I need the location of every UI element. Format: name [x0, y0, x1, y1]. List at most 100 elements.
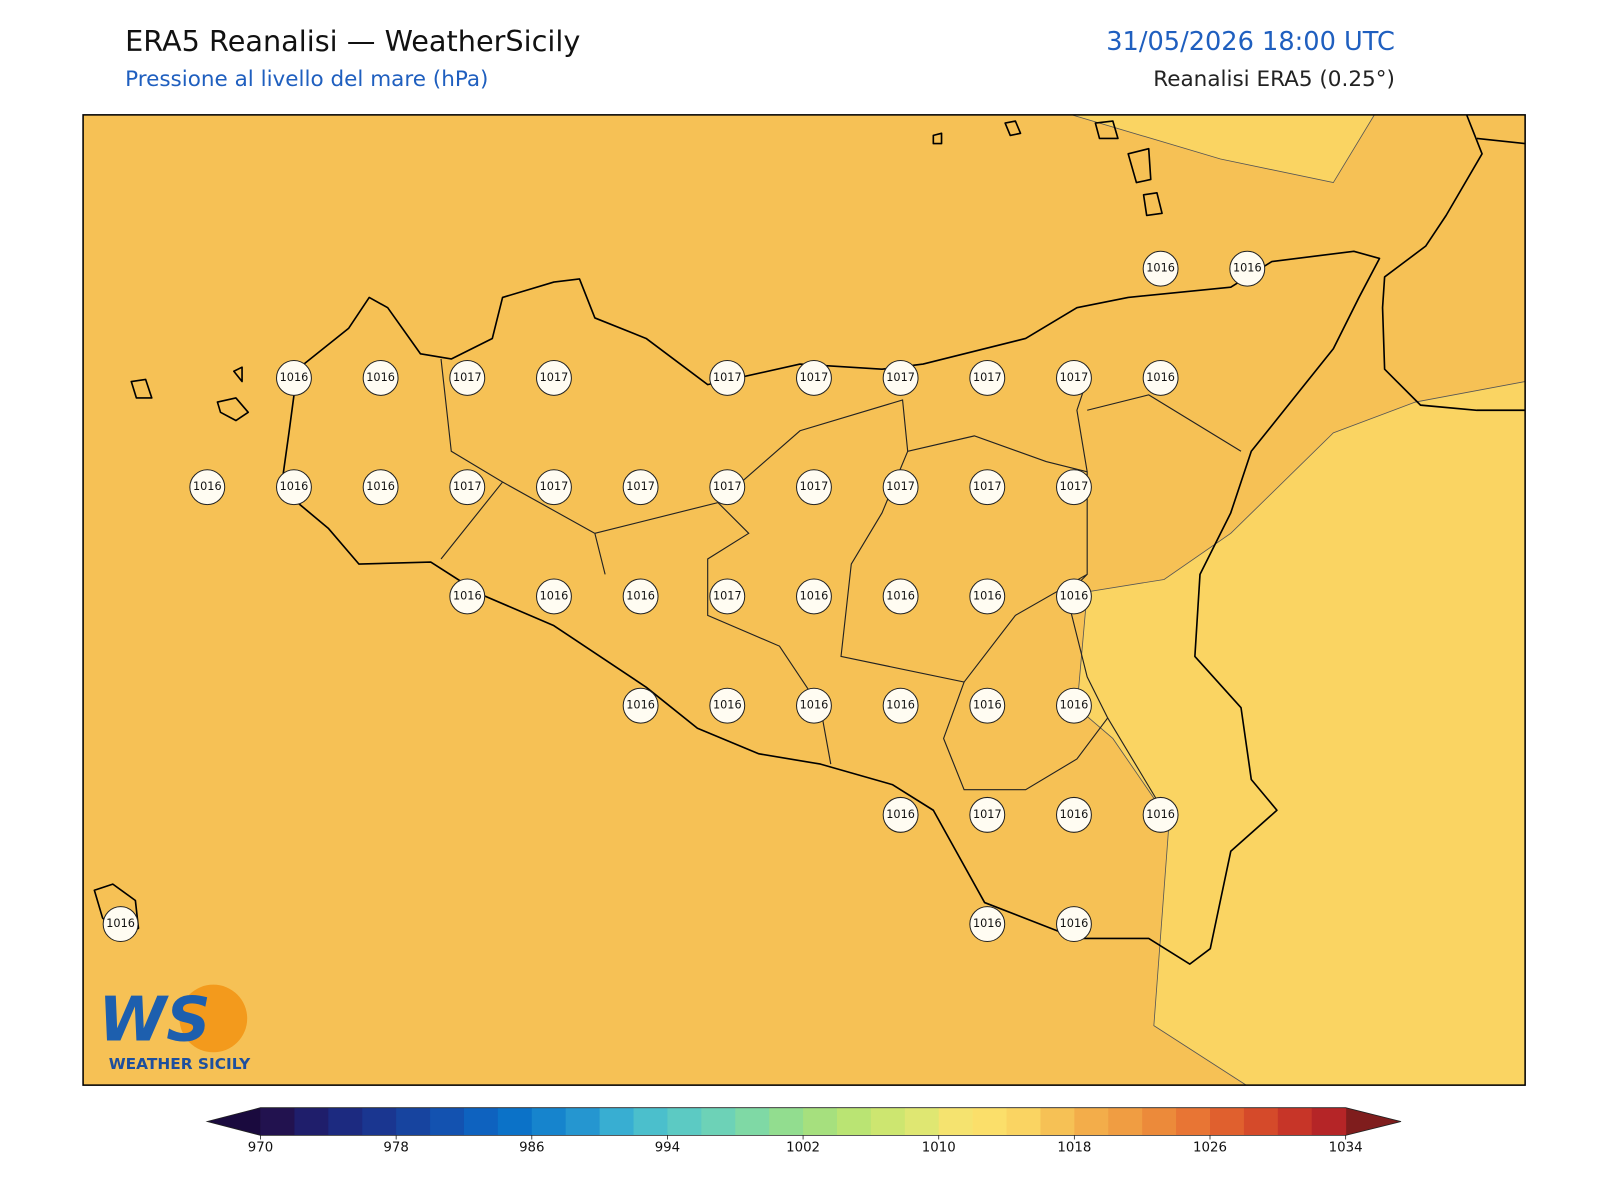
station: 1016 [276, 359, 312, 396]
colorbar-tick-label: 994 [655, 1141, 680, 1156]
colorbar-tick-label: 970 [248, 1141, 273, 1156]
colorbar-swatch [1277, 1107, 1313, 1136]
station: 1017 [882, 469, 919, 506]
station-marker [969, 359, 1006, 396]
colorbar-swatch [1210, 1107, 1245, 1136]
colorbar-swatch [1040, 1107, 1075, 1136]
station: 1016 [362, 469, 399, 506]
colorbar-swatch [294, 1107, 329, 1136]
colorbar-swatch [938, 1107, 974, 1136]
station: 1017 [1055, 469, 1092, 506]
station-marker [362, 469, 399, 506]
station: 1017 [709, 359, 746, 396]
station-marker [882, 578, 919, 615]
station-value: 1016 [366, 480, 395, 493]
colorbar-swatch [803, 1107, 838, 1136]
colorbar-tick-label: 1002 [786, 1141, 820, 1156]
station-marker [969, 906, 1006, 943]
station-value: 1016 [713, 699, 742, 712]
station-marker [362, 359, 399, 396]
station-marker [1055, 578, 1092, 615]
station-marker [622, 687, 659, 724]
station: 1016 [1142, 250, 1179, 287]
station: 1016 [622, 687, 659, 724]
colorbar-swatch [362, 1107, 397, 1136]
station-marker [535, 469, 572, 506]
station-value: 1017 [973, 371, 1002, 384]
station: 1017 [449, 469, 486, 506]
station-marker [709, 469, 746, 506]
station: 1017 [709, 578, 746, 615]
station: 1016 [449, 578, 486, 615]
station-marker [449, 578, 486, 615]
station-value: 1016 [540, 589, 569, 602]
colorbar-swatch [769, 1107, 804, 1136]
station-value: 1017 [1060, 480, 1089, 493]
station-marker [535, 578, 572, 615]
station-value: 1016 [1060, 808, 1089, 821]
map: 1016 1016 1016 1016 1017 1017 1017 1017 1017 1017… [82, 114, 1526, 1086]
colorbar-swatch [1006, 1107, 1041, 1136]
station-value: 1017 [973, 808, 1002, 821]
station: 1016 [969, 906, 1006, 943]
station-marker [969, 469, 1006, 506]
colorbar-swatch [836, 1107, 872, 1136]
station-value: 1017 [886, 480, 915, 493]
map-frame [82, 114, 1526, 1086]
source: Reanalisi ERA5 (0.25°) [1153, 67, 1395, 92]
station-value: 1016 [280, 480, 309, 493]
station-marker [709, 359, 746, 396]
station: 1016 [709, 687, 746, 724]
datetime: 31/05/2026 18:00 UTC [1106, 27, 1395, 57]
station-value: 1016 [886, 589, 915, 602]
coastline-sicily [281, 250, 1381, 965]
colorbar-swatch [531, 1107, 567, 1136]
station-marker [1055, 469, 1092, 506]
station: 1016 [276, 469, 312, 506]
colorbar-swatch [870, 1107, 906, 1136]
station-marker [1055, 906, 1092, 943]
station-value: 1017 [800, 371, 829, 384]
colorbar: 970 978 986 994 1002 1010 1018 1026 1034 [205, 1107, 1402, 1156]
station-marker [882, 359, 919, 396]
logo-caption: WEATHER SICILY [109, 1055, 251, 1073]
station-value: 1017 [453, 371, 482, 384]
station: 1016 [882, 687, 919, 724]
station-value: 1017 [626, 480, 655, 493]
pressure-zone [1071, 114, 1375, 183]
station: 1016 [102, 906, 139, 943]
station: 1016 [882, 578, 919, 615]
station-value: 1016 [973, 699, 1002, 712]
station: 1016 [969, 578, 1006, 615]
station-value: 1016 [1060, 589, 1089, 602]
station: 1017 [1055, 359, 1092, 396]
colorbar-swatch [463, 1107, 499, 1136]
station-marker [882, 687, 919, 724]
station-value: 1017 [713, 589, 742, 602]
station-value: 1016 [800, 589, 829, 602]
station-marker [795, 469, 832, 506]
station: 1016 [1142, 796, 1179, 833]
colorbar-swatch [1176, 1107, 1211, 1136]
station-value: 1016 [626, 699, 655, 712]
station-marker [1055, 687, 1092, 724]
station-value: 1017 [540, 480, 569, 493]
station: 1016 [622, 578, 659, 615]
station-marker [622, 578, 659, 615]
station-marker [795, 687, 832, 724]
station-marker [276, 359, 312, 396]
station: 1016 [362, 359, 399, 396]
colorbar-under [207, 1107, 261, 1136]
station-value: 1016 [1146, 262, 1175, 275]
station-marker [102, 906, 139, 943]
station: 1017 [535, 359, 572, 396]
station-value: 1017 [453, 480, 482, 493]
station: 1017 [969, 469, 1006, 506]
station-marker [1142, 796, 1179, 833]
station-marker [709, 578, 746, 615]
station-marker [622, 469, 659, 506]
station: 1016 [795, 578, 832, 615]
